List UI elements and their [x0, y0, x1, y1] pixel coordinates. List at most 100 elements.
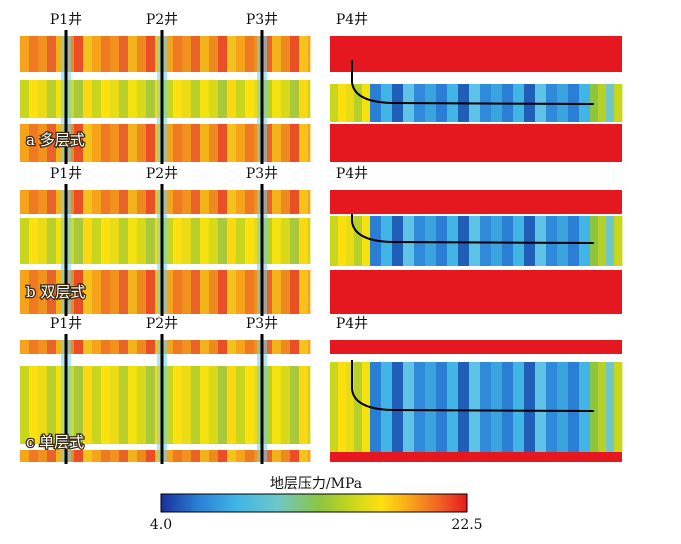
left-layer-stripe — [119, 124, 129, 162]
left-layer-stripe — [137, 450, 147, 462]
left-layer-stripe — [200, 340, 210, 354]
left-layer-stripe — [164, 36, 174, 72]
horizontal-well-P4 — [351, 60, 595, 105]
panel-label: c 单层式 — [26, 433, 84, 451]
left-layer-stripe — [299, 340, 309, 354]
left-layer-stripe — [245, 218, 255, 264]
left-layer-stripe — [110, 218, 120, 264]
left-layer-stripe — [56, 366, 66, 444]
left-layer-stripe — [299, 218, 309, 264]
left-layer-stripe — [128, 124, 138, 162]
right-mid-core-stripe — [557, 362, 569, 452]
left-layer-stripe — [263, 190, 273, 214]
left-layer-stripe — [29, 80, 39, 118]
right-mid-core-stripe — [502, 362, 514, 452]
left-layer-stripe — [101, 80, 111, 118]
left-layer-stripe — [236, 36, 246, 72]
right-mid-core-stripe — [447, 216, 459, 266]
left-layer-stripe — [218, 366, 228, 444]
left-layer-stripe — [47, 270, 57, 314]
left-layer-stripe — [182, 450, 192, 462]
right-top-layer — [330, 340, 622, 354]
right-mid-core-stripe — [480, 216, 492, 266]
left-layer-stripe — [29, 270, 39, 314]
left-layer-stripe — [182, 124, 192, 162]
well-label-P3: P3井 — [246, 166, 278, 182]
left-layer-stripe — [272, 340, 282, 354]
left-layer-stripe — [164, 340, 174, 354]
left-layer-stripe — [92, 270, 102, 314]
left-layer-stripe — [38, 124, 48, 162]
left-layer-stripe — [119, 340, 129, 354]
left-layer-stripe — [227, 218, 237, 264]
left-layer-stripe — [29, 450, 39, 462]
left-layer-stripe — [209, 218, 219, 264]
left-layer-stripe — [308, 270, 311, 314]
right-mid-core-stripe — [392, 362, 404, 452]
left-layer-stripe — [182, 36, 192, 72]
left-layer-stripe — [20, 270, 30, 314]
left-layer-stripe — [281, 340, 291, 354]
left-layer-stripe — [119, 190, 129, 214]
right-mid-core-stripe — [469, 216, 481, 266]
left-layer-stripe — [83, 218, 93, 264]
left-layer-stripe — [272, 124, 282, 162]
right-mid-core-stripe — [524, 216, 536, 266]
left-layer-stripe — [38, 366, 48, 444]
left-layer-stripe — [290, 450, 300, 462]
left-layer-stripe — [236, 124, 246, 162]
right-mid-core-stripe — [513, 362, 525, 452]
left-layer-stripe — [281, 366, 291, 444]
right-mid-edge-stripe — [614, 84, 623, 122]
colorbar-max-label: 22.5 — [451, 517, 482, 533]
right-mid-edge-stripe — [606, 84, 615, 122]
left-layer-stripe — [101, 36, 111, 72]
left-layer-stripe — [209, 80, 219, 118]
left-layer-stripe — [119, 80, 129, 118]
left-layer-stripe — [218, 218, 228, 264]
left-layer-stripe — [191, 80, 201, 118]
left-layer-stripe — [146, 270, 156, 314]
right-mid-core-stripe — [414, 362, 426, 452]
left-layer-stripe — [146, 36, 156, 72]
left-layer-stripe — [263, 450, 273, 462]
left-layer-stripe — [47, 124, 57, 162]
left-layer-stripe — [56, 270, 66, 314]
left-layer-stripe — [110, 36, 120, 72]
left-layer-stripe — [200, 80, 210, 118]
left-layer-stripe — [110, 340, 120, 354]
left-layer-stripe — [56, 124, 66, 162]
left-layer-stripe — [146, 340, 156, 354]
right-mid-core-stripe — [502, 216, 514, 266]
left-layer-stripe — [245, 450, 255, 462]
left-layer-stripe — [137, 124, 147, 162]
left-layer-stripe — [290, 36, 300, 72]
left-layer-stripe — [182, 340, 192, 354]
left-layer-stripe — [29, 190, 39, 214]
left-layer-stripe — [245, 124, 255, 162]
left-layer-stripe — [20, 366, 30, 444]
colorbar-gradient — [160, 493, 468, 513]
right-mid-core-stripe — [579, 216, 591, 266]
panel-c: P1井 P2井 P3井 c 单层式 P4井 — [20, 316, 623, 464]
left-layer-stripe — [74, 450, 84, 462]
left-layer-stripe — [119, 366, 129, 444]
left-layer-stripe — [83, 270, 93, 314]
well-label-P3: P3井 — [246, 316, 278, 332]
left-layer-stripe — [299, 36, 309, 72]
right-mid-edge-stripe — [346, 362, 355, 452]
left-layer-stripe — [281, 36, 291, 72]
left-layer-stripe — [281, 124, 291, 162]
left-layer-stripe — [38, 270, 48, 314]
horizontal-well-P4 — [351, 214, 595, 244]
left-layer-stripe — [236, 270, 246, 314]
left-layer-stripe — [47, 340, 57, 354]
left-layer-stripe — [92, 218, 102, 264]
left-layer-stripe — [308, 366, 311, 444]
left-layer-stripe — [173, 80, 183, 118]
left-layer-stripe — [128, 80, 138, 118]
left-layer-stripe — [308, 340, 311, 354]
left-layer-stripe — [56, 340, 66, 354]
left-layer-stripe — [272, 270, 282, 314]
